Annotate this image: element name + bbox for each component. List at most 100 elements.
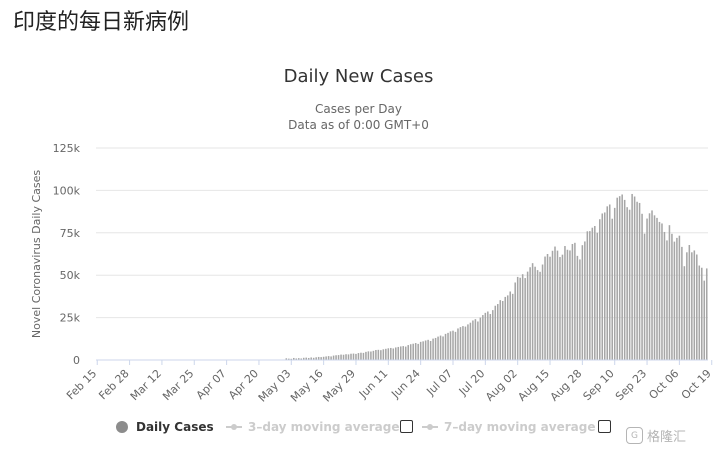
bar[interactable] <box>703 280 706 360</box>
bar[interactable] <box>357 353 360 360</box>
bar[interactable] <box>479 317 482 360</box>
bar[interactable] <box>581 245 584 360</box>
bar[interactable] <box>579 259 581 360</box>
bar[interactable] <box>497 304 499 360</box>
bar[interactable] <box>442 336 444 360</box>
bar[interactable] <box>626 207 628 360</box>
bar[interactable] <box>594 226 596 360</box>
bar[interactable] <box>414 343 417 360</box>
legend-item-7-day-average[interactable]: 7–day moving average <box>422 420 595 434</box>
bar[interactable] <box>651 210 653 360</box>
bar[interactable] <box>340 354 342 360</box>
bar[interactable] <box>424 340 427 361</box>
bar[interactable] <box>539 271 541 360</box>
bar[interactable] <box>472 320 474 360</box>
bar[interactable] <box>698 265 701 360</box>
bar[interactable] <box>683 266 686 360</box>
bar[interactable] <box>375 349 377 360</box>
bar[interactable] <box>335 355 337 360</box>
bar[interactable] <box>293 357 295 360</box>
bar[interactable] <box>312 357 315 360</box>
bar[interactable] <box>322 356 325 360</box>
bar[interactable] <box>511 293 514 360</box>
bar[interactable] <box>696 254 698 360</box>
bar[interactable] <box>618 196 621 360</box>
bar[interactable] <box>673 241 676 360</box>
bar[interactable] <box>285 358 288 360</box>
bar[interactable] <box>671 233 673 360</box>
bar[interactable] <box>407 345 409 360</box>
bar[interactable] <box>663 231 666 360</box>
bar[interactable] <box>434 337 437 360</box>
bar[interactable] <box>561 254 564 360</box>
bar[interactable] <box>347 354 350 360</box>
bar[interactable] <box>484 312 487 360</box>
bar[interactable] <box>623 199 626 360</box>
bar[interactable] <box>352 353 355 360</box>
bar[interactable] <box>693 250 696 360</box>
bar[interactable] <box>574 242 576 360</box>
bar[interactable] <box>658 221 661 360</box>
bar[interactable] <box>307 357 310 360</box>
bar[interactable] <box>365 351 367 360</box>
bar[interactable] <box>317 356 320 360</box>
bar[interactable] <box>355 353 357 360</box>
bar[interactable] <box>297 358 300 360</box>
bar[interactable] <box>691 252 693 360</box>
bar[interactable] <box>499 300 502 360</box>
bar[interactable] <box>390 347 392 360</box>
bar[interactable] <box>447 332 449 360</box>
bar[interactable] <box>509 291 511 360</box>
bar[interactable] <box>541 264 544 360</box>
bar[interactable] <box>556 250 559 360</box>
bar[interactable] <box>395 347 397 360</box>
bar[interactable] <box>474 319 477 360</box>
bar[interactable] <box>701 267 703 360</box>
bar[interactable] <box>566 249 569 360</box>
bar[interactable] <box>616 197 618 360</box>
bar[interactable] <box>489 314 492 360</box>
bar[interactable] <box>419 341 422 360</box>
bar[interactable] <box>342 354 345 360</box>
bar[interactable] <box>646 218 648 360</box>
bar[interactable] <box>327 356 330 360</box>
bar[interactable] <box>643 233 646 360</box>
bar[interactable] <box>325 356 327 360</box>
bar[interactable] <box>432 338 434 360</box>
bar[interactable] <box>678 235 681 360</box>
bar[interactable] <box>399 346 402 360</box>
bar[interactable] <box>589 231 591 360</box>
bar[interactable] <box>576 255 579 360</box>
bar[interactable] <box>611 218 613 360</box>
bar[interactable] <box>554 246 556 360</box>
bar[interactable] <box>409 344 412 360</box>
bar[interactable] <box>469 322 472 360</box>
bar[interactable] <box>482 315 484 360</box>
bar[interactable] <box>584 241 586 360</box>
bar[interactable] <box>444 333 447 360</box>
bar[interactable] <box>387 348 390 360</box>
bar[interactable] <box>688 245 691 360</box>
bar[interactable] <box>459 327 462 360</box>
bar[interactable] <box>648 213 651 360</box>
bar[interactable] <box>641 213 643 360</box>
bar[interactable] <box>452 330 454 360</box>
bar[interactable] <box>337 355 340 360</box>
bar[interactable] <box>427 339 429 360</box>
bar[interactable] <box>350 353 352 360</box>
bar[interactable] <box>549 256 551 360</box>
bar[interactable] <box>290 358 293 360</box>
bar[interactable] <box>656 217 658 360</box>
bar[interactable] <box>422 341 424 360</box>
bar[interactable] <box>636 201 638 360</box>
bar[interactable] <box>546 254 549 360</box>
bar[interactable] <box>380 350 382 360</box>
bar[interactable] <box>606 206 609 360</box>
bar[interactable] <box>467 324 469 360</box>
bar[interactable] <box>613 207 616 360</box>
bar[interactable] <box>536 270 539 360</box>
bar[interactable] <box>531 263 534 360</box>
bar[interactable] <box>300 358 303 360</box>
bar[interactable] <box>661 223 663 360</box>
bar[interactable] <box>686 252 688 360</box>
